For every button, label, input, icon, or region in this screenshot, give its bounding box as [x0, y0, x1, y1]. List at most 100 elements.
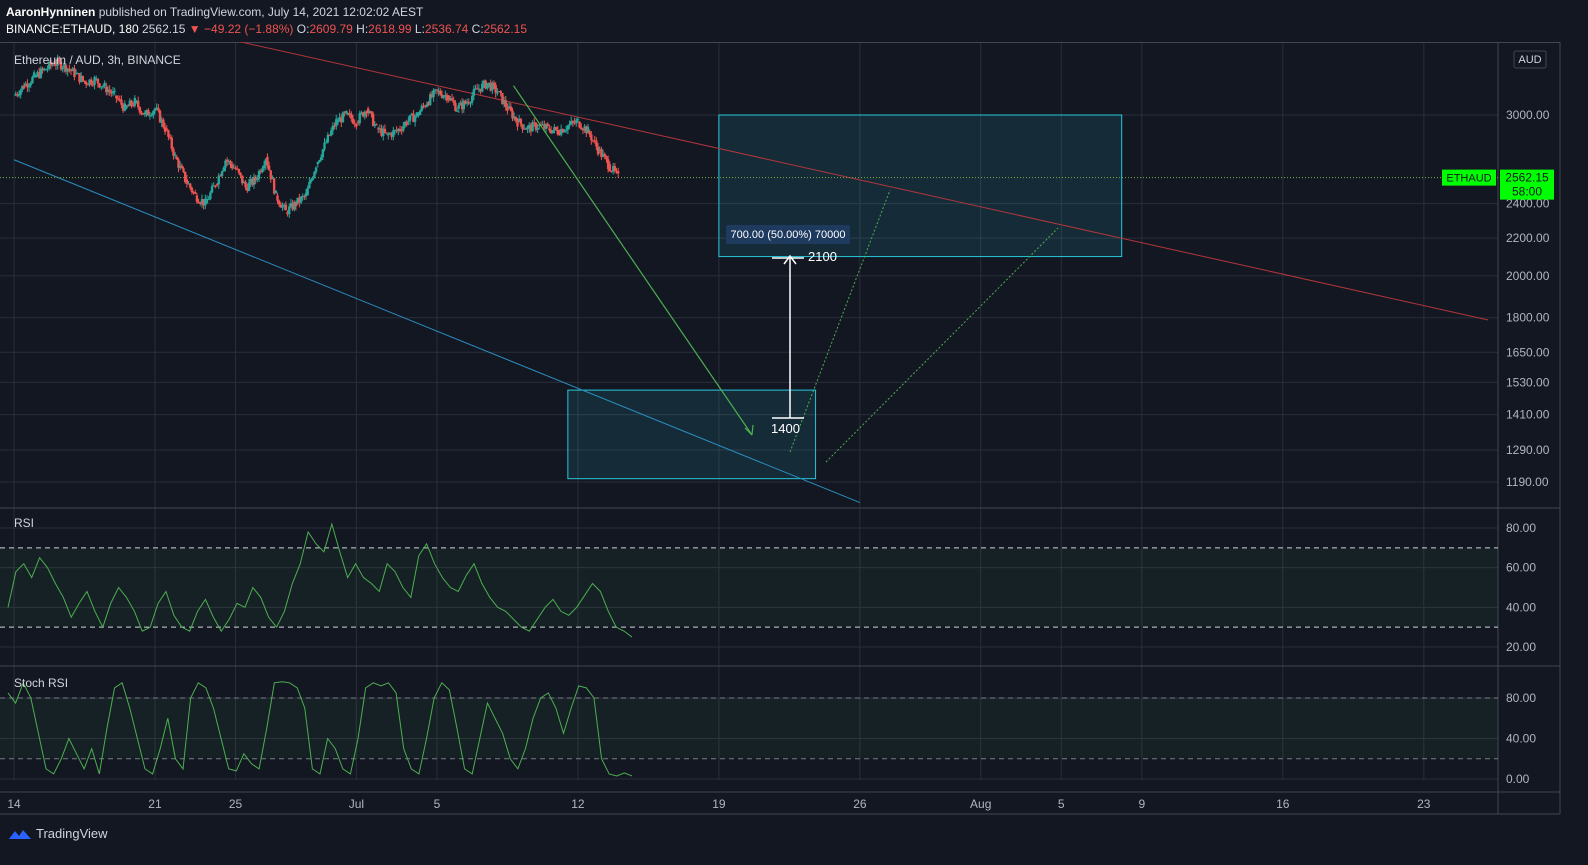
candle-body — [403, 122, 407, 126]
candle-body — [44, 69, 48, 71]
candle-body — [32, 72, 36, 77]
candle-body — [494, 84, 497, 93]
candle-body — [105, 86, 108, 93]
price-tick-label: 2400.00 — [1506, 197, 1550, 211]
date-tick-label: 5 — [434, 797, 441, 811]
candle-body — [615, 170, 618, 172]
candle-body — [66, 68, 69, 72]
candle-body — [514, 116, 518, 121]
candle-body — [460, 102, 464, 110]
candle-body — [326, 134, 330, 143]
candle-body — [511, 110, 514, 119]
candle-body — [558, 131, 561, 136]
candle-body — [470, 95, 474, 103]
open-label: O: — [296, 22, 310, 36]
candle-body — [536, 128, 539, 130]
high-value: 2618.99 — [368, 22, 412, 36]
candle-body — [126, 105, 130, 107]
candle-body — [133, 97, 137, 106]
last-price-label: 2562.15 — [1505, 171, 1549, 185]
candle-body — [279, 204, 283, 208]
candle-body — [247, 182, 251, 191]
tradingview-brand[interactable]: TradingView — [8, 826, 108, 841]
candle-body — [229, 161, 232, 165]
candle-body — [323, 142, 326, 150]
candle-body — [465, 102, 469, 104]
candle-body — [534, 123, 538, 130]
candle-body — [373, 124, 377, 126]
candle-body — [519, 118, 523, 125]
candle-body — [111, 91, 115, 94]
candle-body — [64, 65, 68, 72]
candle-body — [449, 98, 452, 101]
candle-body — [239, 172, 242, 176]
candle-body — [155, 107, 158, 109]
candle-body — [590, 134, 593, 141]
candle-body — [274, 190, 278, 194]
candle-body — [140, 112, 143, 114]
rsi-line — [7, 522, 633, 638]
price-tick-label: 1800.00 — [1506, 311, 1550, 325]
author-name[interactable]: AaronHynninen — [6, 5, 96, 19]
price-tick-label: 1410.00 — [1506, 408, 1550, 422]
candle-body — [34, 75, 38, 78]
candle-body — [298, 197, 301, 203]
candle-body — [422, 105, 425, 107]
candle-body — [266, 156, 269, 166]
candle-body — [189, 183, 192, 188]
candle-body — [262, 165, 266, 169]
candle-body — [167, 130, 170, 137]
candle-body — [170, 137, 173, 149]
candle-body — [376, 128, 380, 130]
candle-body — [439, 90, 442, 95]
price-chart[interactable]: 700.00 (50.00%) 70000 2100 1400 Ethereum / … — [0, 42, 1588, 822]
publish-info: AaronHynninen published on TradingView.c… — [6, 5, 423, 19]
candle-body — [408, 115, 412, 121]
candle-body — [467, 101, 471, 104]
candle-body — [91, 84, 95, 86]
candle-body — [128, 100, 132, 107]
projection-arrow-down — [512, 85, 753, 436]
candle-body — [242, 181, 246, 184]
candle-body — [366, 108, 370, 114]
candle-body — [172, 148, 175, 156]
stoch-rsi-title: Stoch RSI — [14, 676, 68, 690]
candle-body — [143, 112, 147, 115]
candle-body — [432, 90, 435, 98]
candle-body — [360, 112, 363, 114]
candle-body — [531, 122, 534, 132]
candle-body — [165, 128, 168, 131]
candle-body — [138, 107, 142, 113]
candle-body — [95, 78, 98, 80]
candle-body — [586, 126, 590, 134]
rsi-tick-label: 60.00 — [1506, 561, 1536, 575]
candle-body — [412, 113, 415, 123]
candle-body — [130, 100, 133, 106]
change-value: −49.22 (−1.88%) — [204, 22, 294, 36]
candle-body — [457, 105, 460, 109]
candle-body — [330, 130, 333, 136]
candle-body — [254, 176, 257, 181]
candle-body — [440, 94, 444, 98]
candle-body — [319, 157, 323, 161]
candle-body — [294, 202, 298, 207]
candle-body — [415, 112, 418, 117]
candle-body — [405, 122, 408, 125]
candle-body — [551, 130, 554, 134]
candle-body — [568, 124, 571, 126]
measure-label: 700.00 (50.00%) 70000 — [731, 229, 846, 241]
candle-body — [365, 111, 368, 114]
candle-body — [200, 199, 204, 204]
candle-body — [606, 159, 610, 170]
candle-body — [157, 107, 160, 111]
rsi-tick-label: 20.00 — [1506, 640, 1536, 654]
candle-body — [173, 154, 177, 156]
candle-body — [19, 89, 22, 95]
candle-body — [182, 168, 185, 172]
candle-body — [435, 89, 439, 91]
rsi-tick-label: 80.00 — [1506, 521, 1536, 535]
candle-body — [150, 115, 153, 117]
candle-body — [469, 102, 472, 104]
candle-body — [345, 110, 348, 114]
candle-body — [454, 102, 457, 111]
